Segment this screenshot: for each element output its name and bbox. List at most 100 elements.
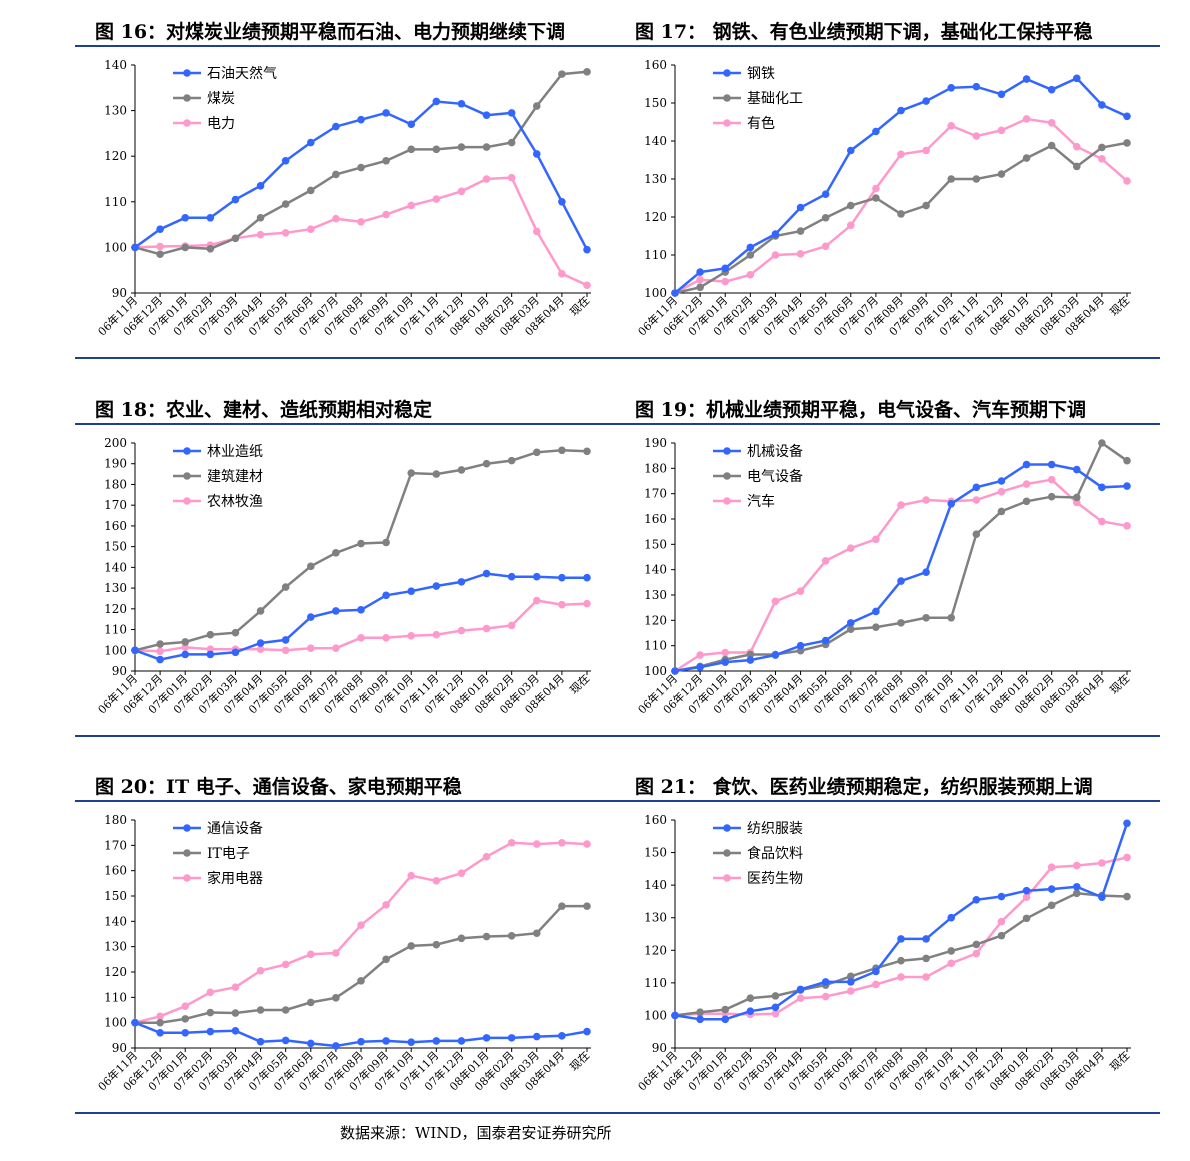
data-point — [821, 213, 830, 222]
data-point — [872, 607, 880, 616]
y-tick-label: 100 — [104, 643, 127, 657]
legend-label: 林业造纸 — [207, 444, 263, 460]
data-point — [1098, 101, 1106, 109]
data-point — [558, 600, 566, 609]
legend-label: 有色 — [747, 115, 775, 132]
data-point — [872, 184, 880, 193]
legend-marker — [183, 497, 191, 505]
data-point — [872, 127, 880, 136]
data-point — [181, 1015, 190, 1023]
data-point — [181, 1029, 190, 1037]
y-tick-label: 140 — [644, 878, 667, 892]
data-point — [997, 487, 1006, 496]
data-point — [256, 1006, 265, 1014]
legend-marker — [183, 472, 191, 480]
data-point — [306, 998, 315, 1007]
data-point — [997, 892, 1006, 901]
data-point — [206, 650, 215, 659]
data-point — [306, 186, 315, 195]
data-point — [922, 954, 930, 963]
data-point — [1022, 154, 1031, 162]
data-point — [181, 243, 190, 252]
legend-label: 农林牧渔 — [207, 494, 263, 510]
data-point — [357, 163, 365, 172]
bottom-rule — [615, 1112, 1160, 1114]
chart-title: 图 21： 食饮、医药业绩预期稳定，纺织服装预期上调 — [635, 776, 1093, 798]
data-point — [507, 839, 516, 847]
data-point — [382, 1037, 390, 1045]
data-point — [746, 251, 755, 259]
legend-label: 电力 — [207, 116, 235, 132]
data-point — [1098, 483, 1106, 492]
data-point — [583, 68, 591, 76]
data-point — [256, 639, 265, 647]
data-point — [332, 994, 340, 1002]
data-point — [482, 569, 491, 578]
data-point — [972, 483, 981, 492]
legend-label: 石油天然气 — [207, 65, 277, 82]
data-point — [156, 640, 164, 648]
data-point — [947, 500, 956, 508]
data-point — [846, 972, 855, 981]
y-tick-label: 110 — [104, 195, 127, 209]
bottom-rule — [75, 735, 620, 737]
y-tick-label: 120 — [104, 602, 127, 616]
chart-panel-fig18: 图 18：农业、建材、造纸预期相对稳定 90 100 110 120 130 140 150 1… — [75, 393, 620, 738]
data-point — [306, 644, 315, 652]
data-point — [507, 173, 516, 182]
legend-marker — [723, 824, 731, 832]
data-point — [696, 663, 704, 671]
legend-label: IT电子 — [207, 846, 250, 862]
y-tick-label: 150 — [644, 846, 667, 860]
bottom-rule — [75, 1112, 620, 1114]
data-point — [922, 201, 930, 210]
data-point — [407, 145, 416, 154]
data-point — [1072, 861, 1081, 870]
data-point — [721, 658, 730, 666]
data-point — [482, 459, 491, 468]
data-point — [457, 466, 466, 474]
data-point — [846, 625, 855, 633]
data-point — [972, 132, 981, 140]
y-tick-label: 140 — [644, 134, 667, 148]
data-point — [1123, 112, 1131, 121]
data-point — [256, 607, 265, 615]
series-line — [134, 70, 588, 256]
data-point — [796, 227, 805, 235]
data-point — [357, 977, 365, 985]
legend-marker — [183, 119, 191, 127]
data-point — [558, 70, 566, 78]
data-point — [947, 122, 956, 130]
data-point — [947, 175, 956, 183]
data-point — [256, 182, 265, 190]
data-point — [482, 143, 491, 151]
y-tick-label: 120 — [644, 210, 667, 224]
legend-marker — [723, 874, 731, 882]
data-point — [281, 636, 290, 644]
data-point — [771, 651, 780, 659]
data-point — [256, 645, 265, 654]
data-point — [256, 1037, 265, 1046]
legend-marker — [723, 119, 731, 127]
legend-marker — [723, 497, 731, 505]
data-point — [997, 90, 1006, 99]
data-point — [1072, 74, 1081, 83]
bottom-rule — [615, 357, 1160, 359]
data-point — [482, 175, 491, 183]
title-rule — [75, 45, 620, 47]
legend-marker — [723, 447, 731, 455]
data-point — [206, 630, 215, 639]
data-point — [746, 1007, 755, 1015]
data-point — [1123, 482, 1131, 490]
data-point — [746, 656, 755, 664]
y-tick-label: 160 — [644, 58, 667, 72]
y-tick-label: 110 — [104, 623, 127, 637]
data-point — [156, 242, 164, 251]
data-point — [382, 901, 390, 909]
line-chart: 10011012013014015016017018019006年11月06年1… — [635, 436, 1132, 716]
data-point — [407, 120, 416, 129]
data-point — [306, 950, 315, 959]
data-point — [206, 1008, 215, 1017]
y-tick-label: 130 — [644, 588, 667, 602]
data-point — [332, 214, 340, 223]
